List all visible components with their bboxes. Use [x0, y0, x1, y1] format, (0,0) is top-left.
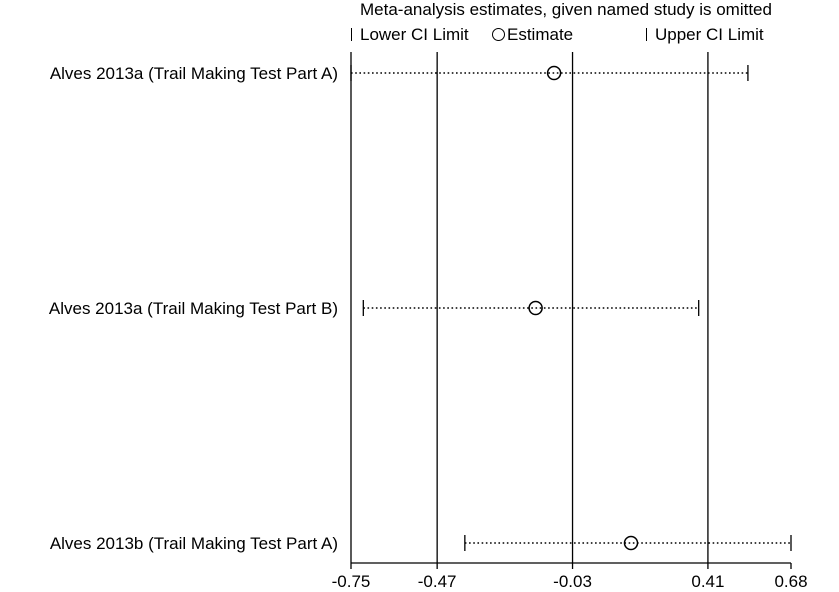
- lower-ci-marker-icon: [351, 28, 352, 41]
- chart-title: Meta-analysis estimates, given named stu…: [360, 0, 772, 19]
- legend-lower-ci-label: Lower CI Limit: [360, 25, 469, 44]
- x-tick-label: -0.03: [553, 572, 592, 591]
- legend-lower-ci: Lower CI Limit: [351, 25, 469, 45]
- study-label: Alves 2013a (Trail Making Test Part B): [49, 299, 338, 318]
- estimate-point: [623, 535, 639, 551]
- study-label: Alves 2013b (Trail Making Test Part A): [50, 534, 338, 553]
- estimate-point: [546, 65, 562, 81]
- legend-estimate-label: Estimate: [507, 25, 574, 44]
- estimate-circle-icon: [492, 28, 505, 41]
- study-label: Alves 2013a (Trail Making Test Part A): [50, 64, 338, 83]
- x-tick-label: 0.68: [774, 572, 807, 591]
- estimate-point: [528, 300, 543, 316]
- legend-estimate: Estimate: [492, 25, 573, 45]
- legend-upper-ci-label: Upper CI Limit: [655, 25, 764, 44]
- x-tick-label: -0.47: [418, 572, 457, 591]
- upper-ci-marker-icon: [646, 28, 647, 41]
- x-tick-label: -0.75: [332, 572, 371, 591]
- legend-upper-ci: Upper CI Limit: [646, 25, 764, 45]
- x-tick-label: 0.41: [691, 572, 724, 591]
